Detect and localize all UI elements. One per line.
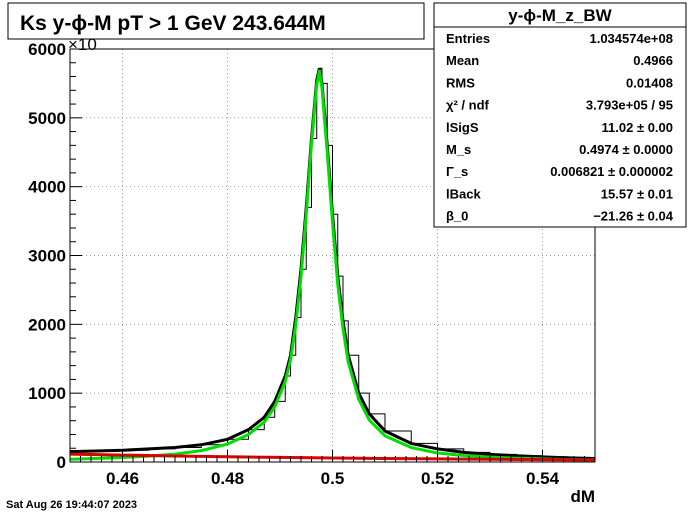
y-tick-label: 2000 — [28, 315, 66, 334]
x-tick-label: 0.46 — [106, 469, 139, 488]
axes: 0.46 0.48 0.5 0.52 0.54 0 1000 2000 3000 4000 5000… — [28, 40, 596, 488]
stats-row-value: 15.57 ± 0.01 — [601, 186, 673, 201]
stats-row-label: RMS — [446, 75, 475, 90]
stats-row-label: Γ_s — [446, 164, 468, 179]
x-tick-label: 0.48 — [211, 469, 244, 488]
stats-row-label: β_0 — [446, 209, 468, 224]
footer-date: Sat Aug 26 19:44:07 2023 — [6, 499, 137, 511]
stats-row-value: 11.02 ± 0.00 — [602, 120, 673, 135]
stats-row-label: lBack — [446, 186, 481, 201]
chart-title: Ks y-ϕ-M pT > 1 GeV 243.644M — [20, 12, 326, 35]
y-tick-label: 1000 — [28, 384, 66, 403]
stats-box: y-ϕ-M_z_BW Entries 1.034574e+08 Mean 0.4966… — [433, 2, 687, 228]
y-tick-label: 5000 — [28, 109, 66, 128]
stats-row-value: 3.793e+05 / 95 — [586, 98, 673, 113]
y-tick-label: 0 — [57, 453, 66, 472]
x-tick-label: 0.5 — [321, 469, 345, 488]
y-tick-label: 3000 — [28, 247, 66, 266]
stats-row-label: Mean — [446, 53, 479, 68]
stats-row-label: Entries — [446, 31, 490, 46]
stats-row-value: 1.034574e+08 — [589, 31, 673, 46]
y-tick-label: 6000 — [28, 40, 66, 59]
x-tick-label: 0.54 — [526, 469, 560, 488]
y-tick-label: 4000 — [28, 178, 66, 197]
stats-row-value: 0.01408 — [626, 75, 673, 90]
x-tick-label: 0.52 — [421, 469, 454, 488]
stats-box-title: y-ϕ-M_z_BW — [508, 6, 612, 25]
y-multiplier-label: ×10 — [68, 35, 97, 54]
title-box: Ks y-ϕ-M pT > 1 GeV 243.644M — [7, 2, 425, 40]
stats-row-value: −21.26 ± 0.04 — [593, 209, 674, 224]
stats-row-label: M_s — [446, 142, 471, 157]
stats-row-label: lSigS — [446, 120, 479, 135]
histogram-points-line — [69, 67, 596, 461]
total-fit-line — [69, 69, 596, 462]
stats-row-label: χ² / ndf — [446, 98, 490, 113]
stats-row-value: 0.4966 — [633, 53, 673, 68]
stats-row-value: 0.006821 ± 0.000002 — [550, 164, 673, 179]
x-axis-label: dM — [570, 487, 595, 506]
stats-rows: Entries 1.034574e+08 Mean 0.4966 RMS 0.01408 χ… — [446, 31, 674, 224]
stats-row-value: 0.4974 ± 0.0000 — [579, 142, 673, 157]
